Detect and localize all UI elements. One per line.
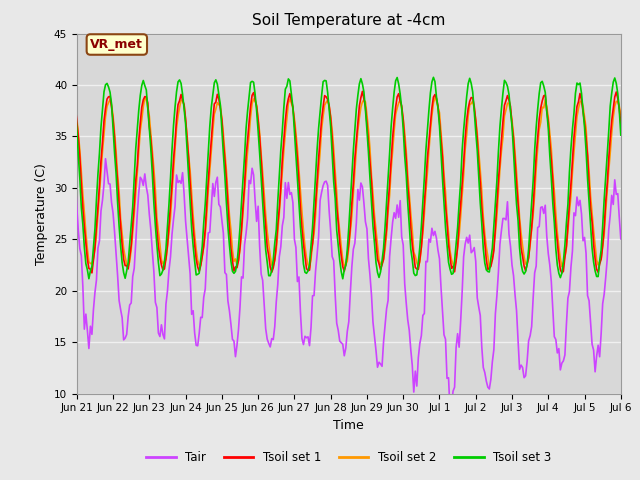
Tsoil set 3 — [617, 132, 625, 138]
Text: VR_met: VR_met — [90, 38, 143, 51]
X-axis label: Time: Time — [333, 419, 364, 432]
Tair — [442, 336, 449, 342]
Tsoil set 1 — [425, 138, 433, 144]
Tsoil set 2 — [88, 261, 96, 267]
Tsoil set 1 — [443, 220, 451, 226]
Tsoil set 3 — [443, 242, 451, 248]
Tsoil set 3 — [67, 73, 75, 79]
Tsoil set 1 — [358, 88, 366, 94]
Tsoil set 2 — [617, 112, 625, 118]
Tsoil set 3 — [90, 245, 97, 251]
Tsoil set 3 — [339, 276, 347, 282]
Tair — [424, 259, 431, 264]
Tsoil set 1 — [36, 121, 44, 127]
Tair — [90, 307, 97, 313]
Tsoil set 1 — [52, 262, 60, 268]
Tair — [277, 244, 285, 250]
Line: Tsoil set 1: Tsoil set 1 — [40, 91, 621, 274]
Tsoil set 2 — [431, 95, 439, 100]
Tsoil set 1 — [617, 120, 625, 126]
Tair — [51, 326, 58, 332]
Tsoil set 3 — [277, 147, 285, 153]
Tsoil set 3 — [346, 198, 354, 204]
Line: Tsoil set 2: Tsoil set 2 — [40, 97, 621, 269]
Tsoil set 2 — [486, 266, 493, 272]
Tsoil set 2 — [422, 189, 429, 194]
Tsoil set 1 — [277, 184, 285, 190]
Tair — [345, 319, 353, 324]
Tsoil set 2 — [442, 189, 449, 195]
Tsoil set 1 — [51, 271, 58, 276]
Tsoil set 2 — [344, 258, 351, 264]
Title: Soil Temperature at -4cm: Soil Temperature at -4cm — [252, 13, 445, 28]
Y-axis label: Temperature (C): Temperature (C) — [35, 163, 48, 264]
Line: Tsoil set 3: Tsoil set 3 — [40, 76, 621, 279]
Tair — [446, 408, 454, 414]
Tsoil set 1 — [90, 257, 97, 263]
Tsoil set 3 — [51, 268, 58, 274]
Line: Tair: Tair — [40, 157, 621, 411]
Tsoil set 1 — [345, 240, 353, 246]
Tsoil set 2 — [36, 114, 44, 120]
Tsoil set 3 — [425, 108, 433, 113]
Tsoil set 2 — [275, 211, 283, 216]
Tair — [36, 222, 44, 228]
Tair — [68, 155, 76, 160]
Legend: Tair, Tsoil set 1, Tsoil set 2, Tsoil set 3: Tair, Tsoil set 1, Tsoil set 2, Tsoil se… — [141, 446, 556, 469]
Tsoil set 3 — [36, 122, 44, 128]
Tsoil set 2 — [51, 260, 58, 265]
Tair — [617, 236, 625, 242]
